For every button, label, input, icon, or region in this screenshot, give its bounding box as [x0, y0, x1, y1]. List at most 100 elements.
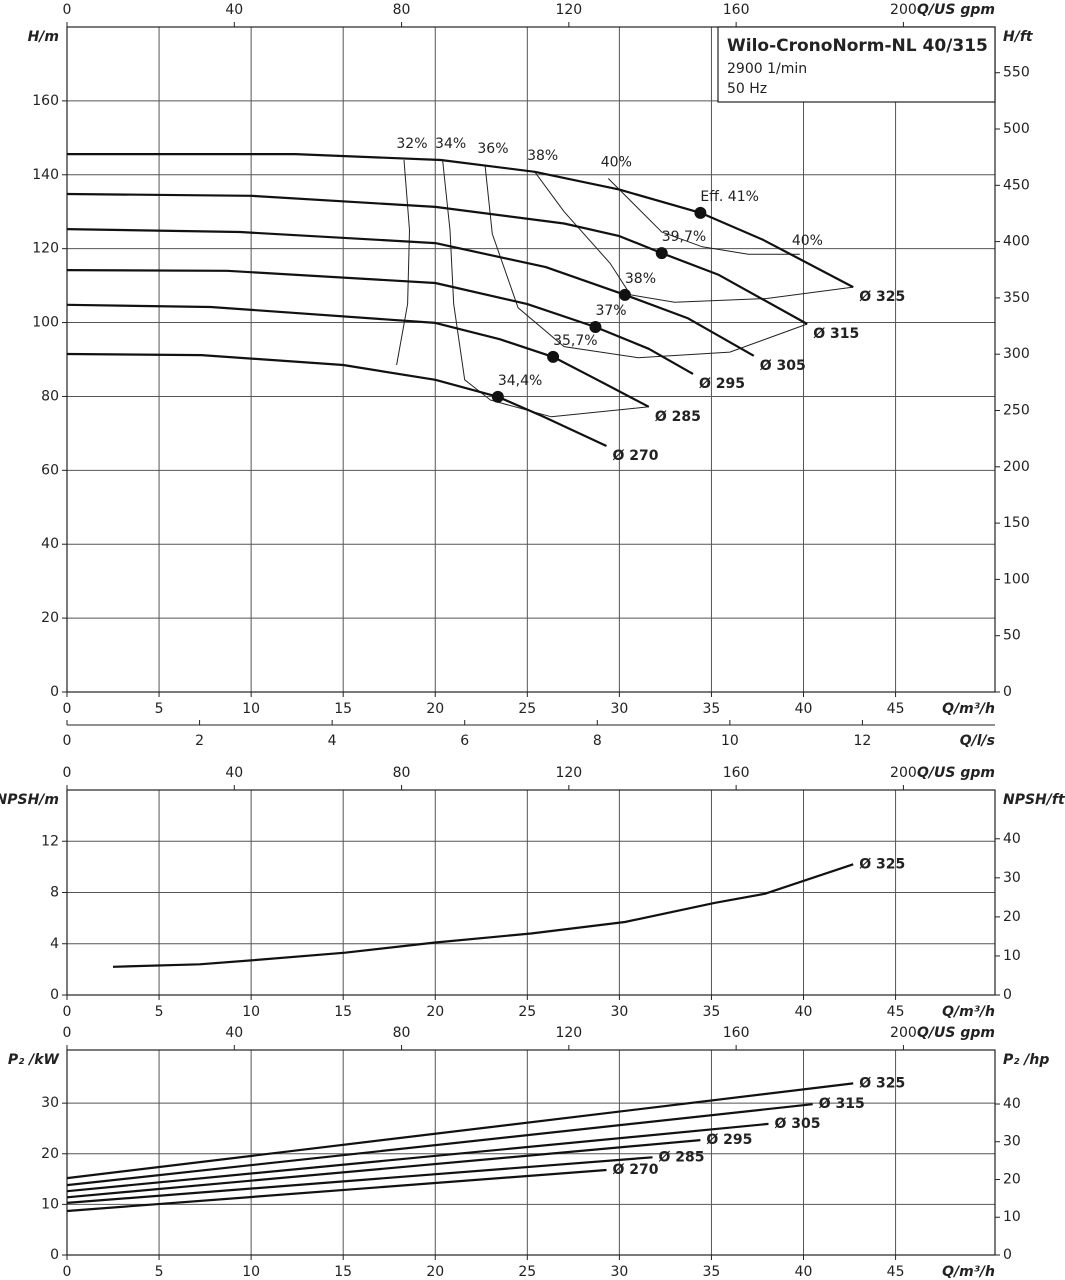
y2-tick-label: 500	[1003, 121, 1030, 137]
plot-frame	[66, 26, 996, 693]
iso-efficiency-label: 34%	[435, 136, 466, 152]
curve-label: Ø 270	[612, 1162, 658, 1178]
x2-tick-label: 160	[723, 1025, 750, 1041]
curve	[112, 863, 854, 968]
y2-tick-label: 250	[1003, 403, 1030, 419]
x2-tick-label: 120	[555, 2, 582, 18]
best-efficiency-label: Eff. 41%	[700, 189, 759, 205]
x2-tick-label: 200	[890, 1025, 917, 1041]
curve-label: Ø 270	[612, 448, 658, 464]
iso-efficiency-label: 38%	[527, 148, 558, 164]
y-tick-label: 120	[32, 241, 59, 257]
x-tick-label: 40	[795, 1004, 813, 1020]
x-tick-label: 5	[155, 701, 164, 717]
best-efficiency-label: 37%	[595, 303, 626, 319]
y-axis-label: H/m	[28, 29, 59, 45]
curve	[66, 1156, 653, 1204]
y-tick-label: 12	[41, 833, 59, 849]
x2-axis-label: Q/US gpm	[917, 2, 995, 18]
iso-efficiency-line	[607, 178, 800, 255]
y2-tick-label: 10	[1003, 948, 1021, 964]
x2-tick-label: 0	[63, 2, 72, 18]
x-tick-label: 35	[703, 701, 721, 717]
x2-axis-label: Q/US gpm	[917, 1025, 995, 1041]
x-tick-label: 35	[703, 1004, 721, 1020]
x2-tick-label: 80	[393, 2, 411, 18]
y2-tick-label: 450	[1003, 177, 1030, 193]
y-tick-label: 30	[41, 1095, 59, 1111]
x3-tick-label: 4	[328, 733, 337, 749]
x-tick-label: 20	[426, 1264, 444, 1280]
y2-tick-label: 20	[1003, 1171, 1021, 1187]
x2-tick-label: 120	[555, 1025, 582, 1041]
y2-axis-label: P₂ /hp	[1003, 1052, 1049, 1068]
y2-tick-label: 30	[1003, 870, 1021, 886]
x2-tick-label: 0	[63, 1025, 72, 1041]
curve	[66, 1122, 769, 1193]
y-tick-label: 4	[50, 936, 59, 952]
curve-label: Ø 325	[859, 1075, 905, 1091]
x2-tick-label: 80	[393, 765, 411, 781]
y-tick-label: 20	[41, 1146, 59, 1162]
x-tick-label: 45	[887, 1004, 905, 1020]
curve-label: Ø 305	[760, 358, 806, 374]
x2-tick-label: 40	[225, 1025, 243, 1041]
y-tick-label: 80	[41, 388, 59, 404]
curve-label: Ø 295	[699, 376, 745, 392]
x-tick-label: 20	[426, 701, 444, 717]
x-tick-label: 25	[518, 1004, 536, 1020]
curve	[66, 1168, 607, 1213]
curve	[66, 228, 755, 357]
best-efficiency-point	[589, 320, 602, 333]
header-box	[717, 26, 996, 103]
y2-tick-label: 0	[1003, 987, 1012, 1003]
x-tick-label: 35	[703, 1264, 721, 1280]
x2-tick-label: 80	[393, 1025, 411, 1041]
x-tick-label: 25	[518, 1264, 536, 1280]
chart-subtitle: 2900 1/min	[727, 61, 807, 77]
best-efficiency-point	[547, 350, 560, 363]
y-tick-label: 40	[41, 536, 59, 552]
x-tick-label: 40	[795, 701, 813, 717]
chart-title: Wilo-CronoNorm-NL 40/315	[727, 36, 988, 56]
y-tick-label: 10	[41, 1196, 59, 1212]
x3-axis-label: Q/l/s	[960, 733, 995, 749]
curve	[66, 1082, 854, 1180]
x2-tick-label: 160	[723, 765, 750, 781]
x3-tick-label: 6	[460, 733, 469, 749]
y-tick-label: 100	[32, 315, 59, 331]
x3-tick-label: 10	[721, 733, 739, 749]
curve-label: Ø 315	[813, 326, 859, 342]
y-tick-label: 60	[41, 462, 59, 478]
x-tick-label: 10	[242, 1264, 260, 1280]
best-efficiency-label: 38%	[625, 271, 656, 287]
x-tick-label: 0	[63, 1004, 72, 1020]
best-efficiency-point	[655, 247, 668, 260]
x3-tick-label: 8	[593, 733, 602, 749]
iso-efficiency-label: 40%	[792, 233, 823, 249]
y2-tick-label: 400	[1003, 234, 1030, 250]
x-tick-label: 20	[426, 1004, 444, 1020]
curve-label: Ø 285	[659, 1149, 705, 1165]
x-tick-label: 25	[518, 701, 536, 717]
x-tick-label: 15	[334, 701, 352, 717]
x2-tick-label: 200	[890, 765, 917, 781]
x-tick-label: 5	[155, 1264, 164, 1280]
curve-label: Ø 315	[819, 1096, 865, 1112]
y2-tick-label: 150	[1003, 515, 1030, 531]
y2-tick-label: 20	[1003, 909, 1021, 925]
x-tick-label: 15	[334, 1264, 352, 1280]
x-axis-label: Q/m³/h	[942, 1004, 995, 1020]
y-tick-label: 140	[32, 167, 59, 183]
best-efficiency-label: 35,7%	[553, 333, 597, 349]
curve	[66, 192, 808, 325]
iso-efficiency-line	[484, 164, 808, 359]
x-tick-label: 40	[795, 1264, 813, 1280]
curve	[66, 269, 694, 375]
x-tick-label: 45	[887, 1264, 905, 1280]
iso-efficiency-line	[396, 159, 411, 366]
y2-tick-label: 550	[1003, 65, 1030, 81]
curve	[66, 1103, 813, 1187]
y-tick-label: 0	[50, 1247, 59, 1263]
